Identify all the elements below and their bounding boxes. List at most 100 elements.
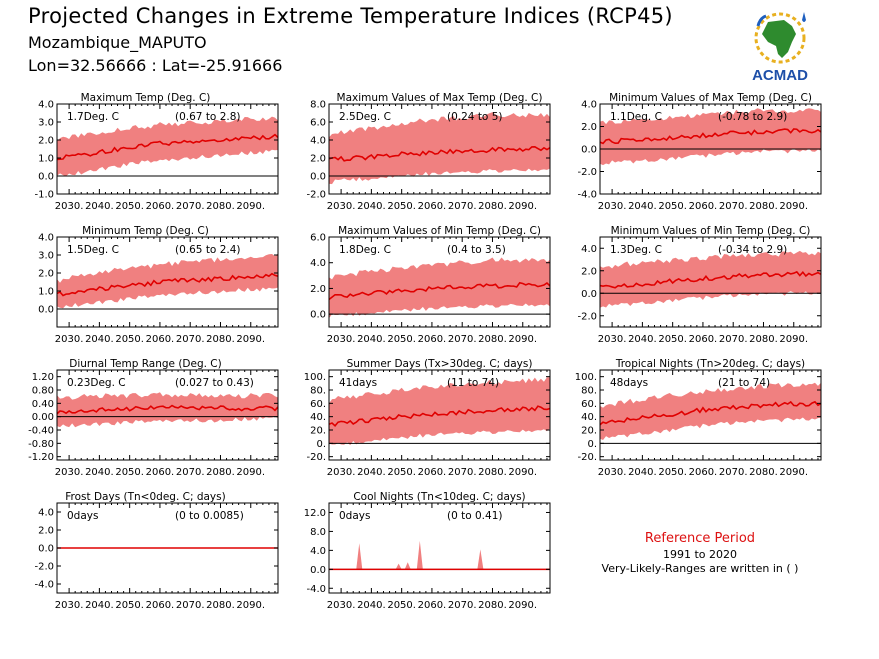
range-label: (0 to 0.41) bbox=[447, 510, 502, 522]
mean-line bbox=[599, 128, 822, 145]
y-tick-label: -4.0 bbox=[34, 580, 54, 591]
y-tick-label: 8.0 bbox=[310, 527, 326, 538]
x-tick-label: 2090. bbox=[508, 201, 537, 212]
y-tick-label: 0.0 bbox=[38, 305, 54, 316]
x-tick-label: 2070. bbox=[448, 467, 477, 478]
x-tick-label: 2030. bbox=[55, 334, 84, 345]
y-tick-label: 1.0 bbox=[38, 287, 54, 298]
y-tick-label: 4.0 bbox=[581, 244, 597, 255]
y-tick-label: 0.0 bbox=[310, 172, 326, 183]
x-tick-label: 2090. bbox=[508, 600, 537, 611]
x-tick-label: 2060. bbox=[146, 467, 175, 478]
x-tick-label: 2050. bbox=[658, 467, 687, 478]
chart-title: Summer Days (Tx>30deg. C; days) bbox=[347, 358, 533, 370]
x-tick-label: 2090. bbox=[508, 467, 537, 478]
range-band bbox=[57, 392, 278, 428]
y-tick-label: 20. bbox=[581, 426, 597, 437]
x-tick-label: 2070. bbox=[176, 600, 205, 611]
x-tick-label: 2050. bbox=[115, 334, 144, 345]
x-tick-label: 2030. bbox=[55, 467, 84, 478]
y-tick-label: -2.0 bbox=[306, 190, 326, 201]
x-tick-label: 2030. bbox=[55, 600, 84, 611]
x-tick-label: 2070. bbox=[176, 201, 205, 212]
plot-frame bbox=[56, 236, 279, 328]
x-tick-label: 2080. bbox=[206, 467, 235, 478]
y-tick-label: 2.0 bbox=[581, 266, 597, 277]
x-tick-label: 2070. bbox=[719, 467, 748, 478]
y-tick-label: 100. bbox=[304, 372, 326, 383]
range-spike bbox=[395, 563, 402, 570]
x-tick-label: 2080. bbox=[749, 467, 778, 478]
y-tick-label: -4.0 bbox=[577, 190, 597, 201]
y-tick-label: 20. bbox=[310, 426, 326, 437]
range-label: (-0.78 to 2.9) bbox=[718, 111, 787, 123]
x-tick-label: 2030. bbox=[598, 201, 627, 212]
figure-title: Projected Changes in Extreme Temperature… bbox=[28, 4, 673, 28]
chart-title: Minimum Values of Min Temp (Deg. C) bbox=[611, 225, 811, 237]
x-tick-label: 2090. bbox=[236, 600, 265, 611]
coordinates-label: Lon=32.56666 : Lat=-25.91666 bbox=[28, 56, 283, 75]
mean-line bbox=[56, 404, 279, 415]
y-tick-label: 4.0 bbox=[310, 136, 326, 147]
chart-title: Cool Nights (Tn<10deg. C; days) bbox=[353, 491, 525, 503]
y-tick-label: 0.0 bbox=[581, 289, 597, 300]
x-tick-label: 2030. bbox=[327, 600, 356, 611]
x-tick-label: 2040. bbox=[85, 201, 114, 212]
x-tick-label: 2080. bbox=[206, 334, 235, 345]
range-band bbox=[329, 377, 550, 446]
mean-line bbox=[328, 146, 551, 162]
chart-panel-tn10: -4.0 0.0 4.0 8.0 12.0 2030. 2040. 2050. 2060. 207… bbox=[304, 491, 551, 611]
x-tick-label: 2090. bbox=[779, 467, 808, 478]
y-tick-label: 60. bbox=[581, 399, 597, 410]
x-tick-label: 2050. bbox=[115, 600, 144, 611]
x-tick-label: 2040. bbox=[357, 600, 386, 611]
range-label: (0.24 to 5) bbox=[447, 111, 502, 123]
y-tick-label: 0.80 bbox=[32, 386, 54, 397]
x-tick-label: 2060. bbox=[418, 334, 447, 345]
y-tick-label: -20. bbox=[577, 452, 597, 463]
y-tick-label: 40. bbox=[310, 412, 326, 423]
plot-frame bbox=[56, 369, 279, 461]
chart-panel-txn: -4.0 -2.0 0.0 2.0 4.0 2030. 2040. 2050. 2060. 207… bbox=[577, 92, 822, 212]
x-tick-label: 2030. bbox=[327, 334, 356, 345]
chart-title: Maximum Values of Max Temp (Deg. C) bbox=[337, 92, 543, 104]
mean-change-label: 41days bbox=[339, 377, 377, 389]
x-tick-label: 2060. bbox=[146, 201, 175, 212]
y-tick-label: -0.80 bbox=[28, 439, 54, 450]
x-tick-label: 2070. bbox=[448, 600, 477, 611]
chart-title: Minimum Temp (Deg. C) bbox=[82, 225, 209, 237]
range-spike bbox=[404, 562, 411, 570]
plot-frame bbox=[599, 369, 822, 461]
chart-panel-tnx: 0.0 2.0 4.0 6.0 2030. 2040. 2050. 2060. 2070. 208… bbox=[310, 225, 551, 345]
y-tick-label: 4.0 bbox=[38, 508, 54, 519]
x-tick-label: 2040. bbox=[357, 334, 386, 345]
range-band bbox=[600, 382, 821, 440]
y-tick-label: 0.0 bbox=[310, 310, 326, 321]
x-tick-label: 2050. bbox=[387, 600, 416, 611]
plot-frame bbox=[599, 236, 822, 328]
x-tick-label: 2070. bbox=[176, 467, 205, 478]
x-tick-label: 2060. bbox=[418, 467, 447, 478]
x-tick-label: 2070. bbox=[719, 334, 748, 345]
plot-frame bbox=[328, 103, 551, 195]
range-spike bbox=[356, 543, 363, 570]
y-tick-label: 0.0 bbox=[38, 544, 54, 555]
y-tick-label: 80. bbox=[310, 386, 326, 397]
chart-title: Tropical Nights (Tn>20deg. C; days) bbox=[615, 358, 805, 370]
x-tick-label: 2050. bbox=[115, 467, 144, 478]
y-tick-label: 2.0 bbox=[38, 136, 54, 147]
mean-change-label: 1.1Deg. C bbox=[610, 111, 662, 123]
x-tick-label: 2040. bbox=[628, 467, 657, 478]
y-tick-label: 2.0 bbox=[38, 526, 54, 537]
x-tick-label: 2050. bbox=[387, 334, 416, 345]
mean-change-label: 1.7Deg. C bbox=[67, 111, 119, 123]
y-tick-label: 6.0 bbox=[310, 233, 326, 244]
mean-line bbox=[599, 270, 822, 289]
chart-panel-tr20: -20. 0. 20. 40. 60. 80. 100. 2030. 2040. 2050. 206… bbox=[575, 358, 822, 478]
y-tick-label: -0.40 bbox=[28, 426, 54, 437]
y-tick-label: 4.0 bbox=[310, 258, 326, 269]
range-note: Very-Likely-Ranges are written in ( ) bbox=[601, 562, 799, 575]
